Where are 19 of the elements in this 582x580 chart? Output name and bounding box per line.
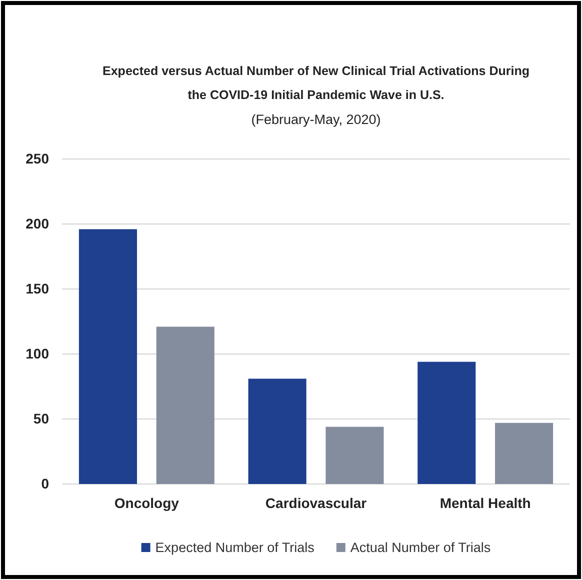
bar [326,426,384,484]
legend-label: Expected Number of Trials [155,540,315,555]
x-tick-label: Mental Health [440,494,531,511]
bar [156,326,214,484]
y-tick-label: 50 [33,410,50,426]
x-tick-label: Oncology [114,494,180,511]
bar [418,362,476,484]
y-tick-label: 250 [26,150,50,166]
bar [495,422,554,484]
y-tick-label: 150 [26,280,50,296]
bar [78,229,137,484]
chart-subtitle: (February-May, 2020) [251,112,381,127]
y-tick-label: 100 [26,345,50,362]
x-tick-label: Cardiovascular [265,494,368,511]
y-tick-label: 0 [41,475,50,492]
bar [248,378,306,484]
legend-label: Actual Number of Trials [350,540,491,555]
y-tick-label: 200 [26,215,50,232]
chart-title: Expected versus Actual Number of New Clinical Trial Activations During the COVID-19 Initial Pandemic Wave in U.S. [102,64,530,102]
